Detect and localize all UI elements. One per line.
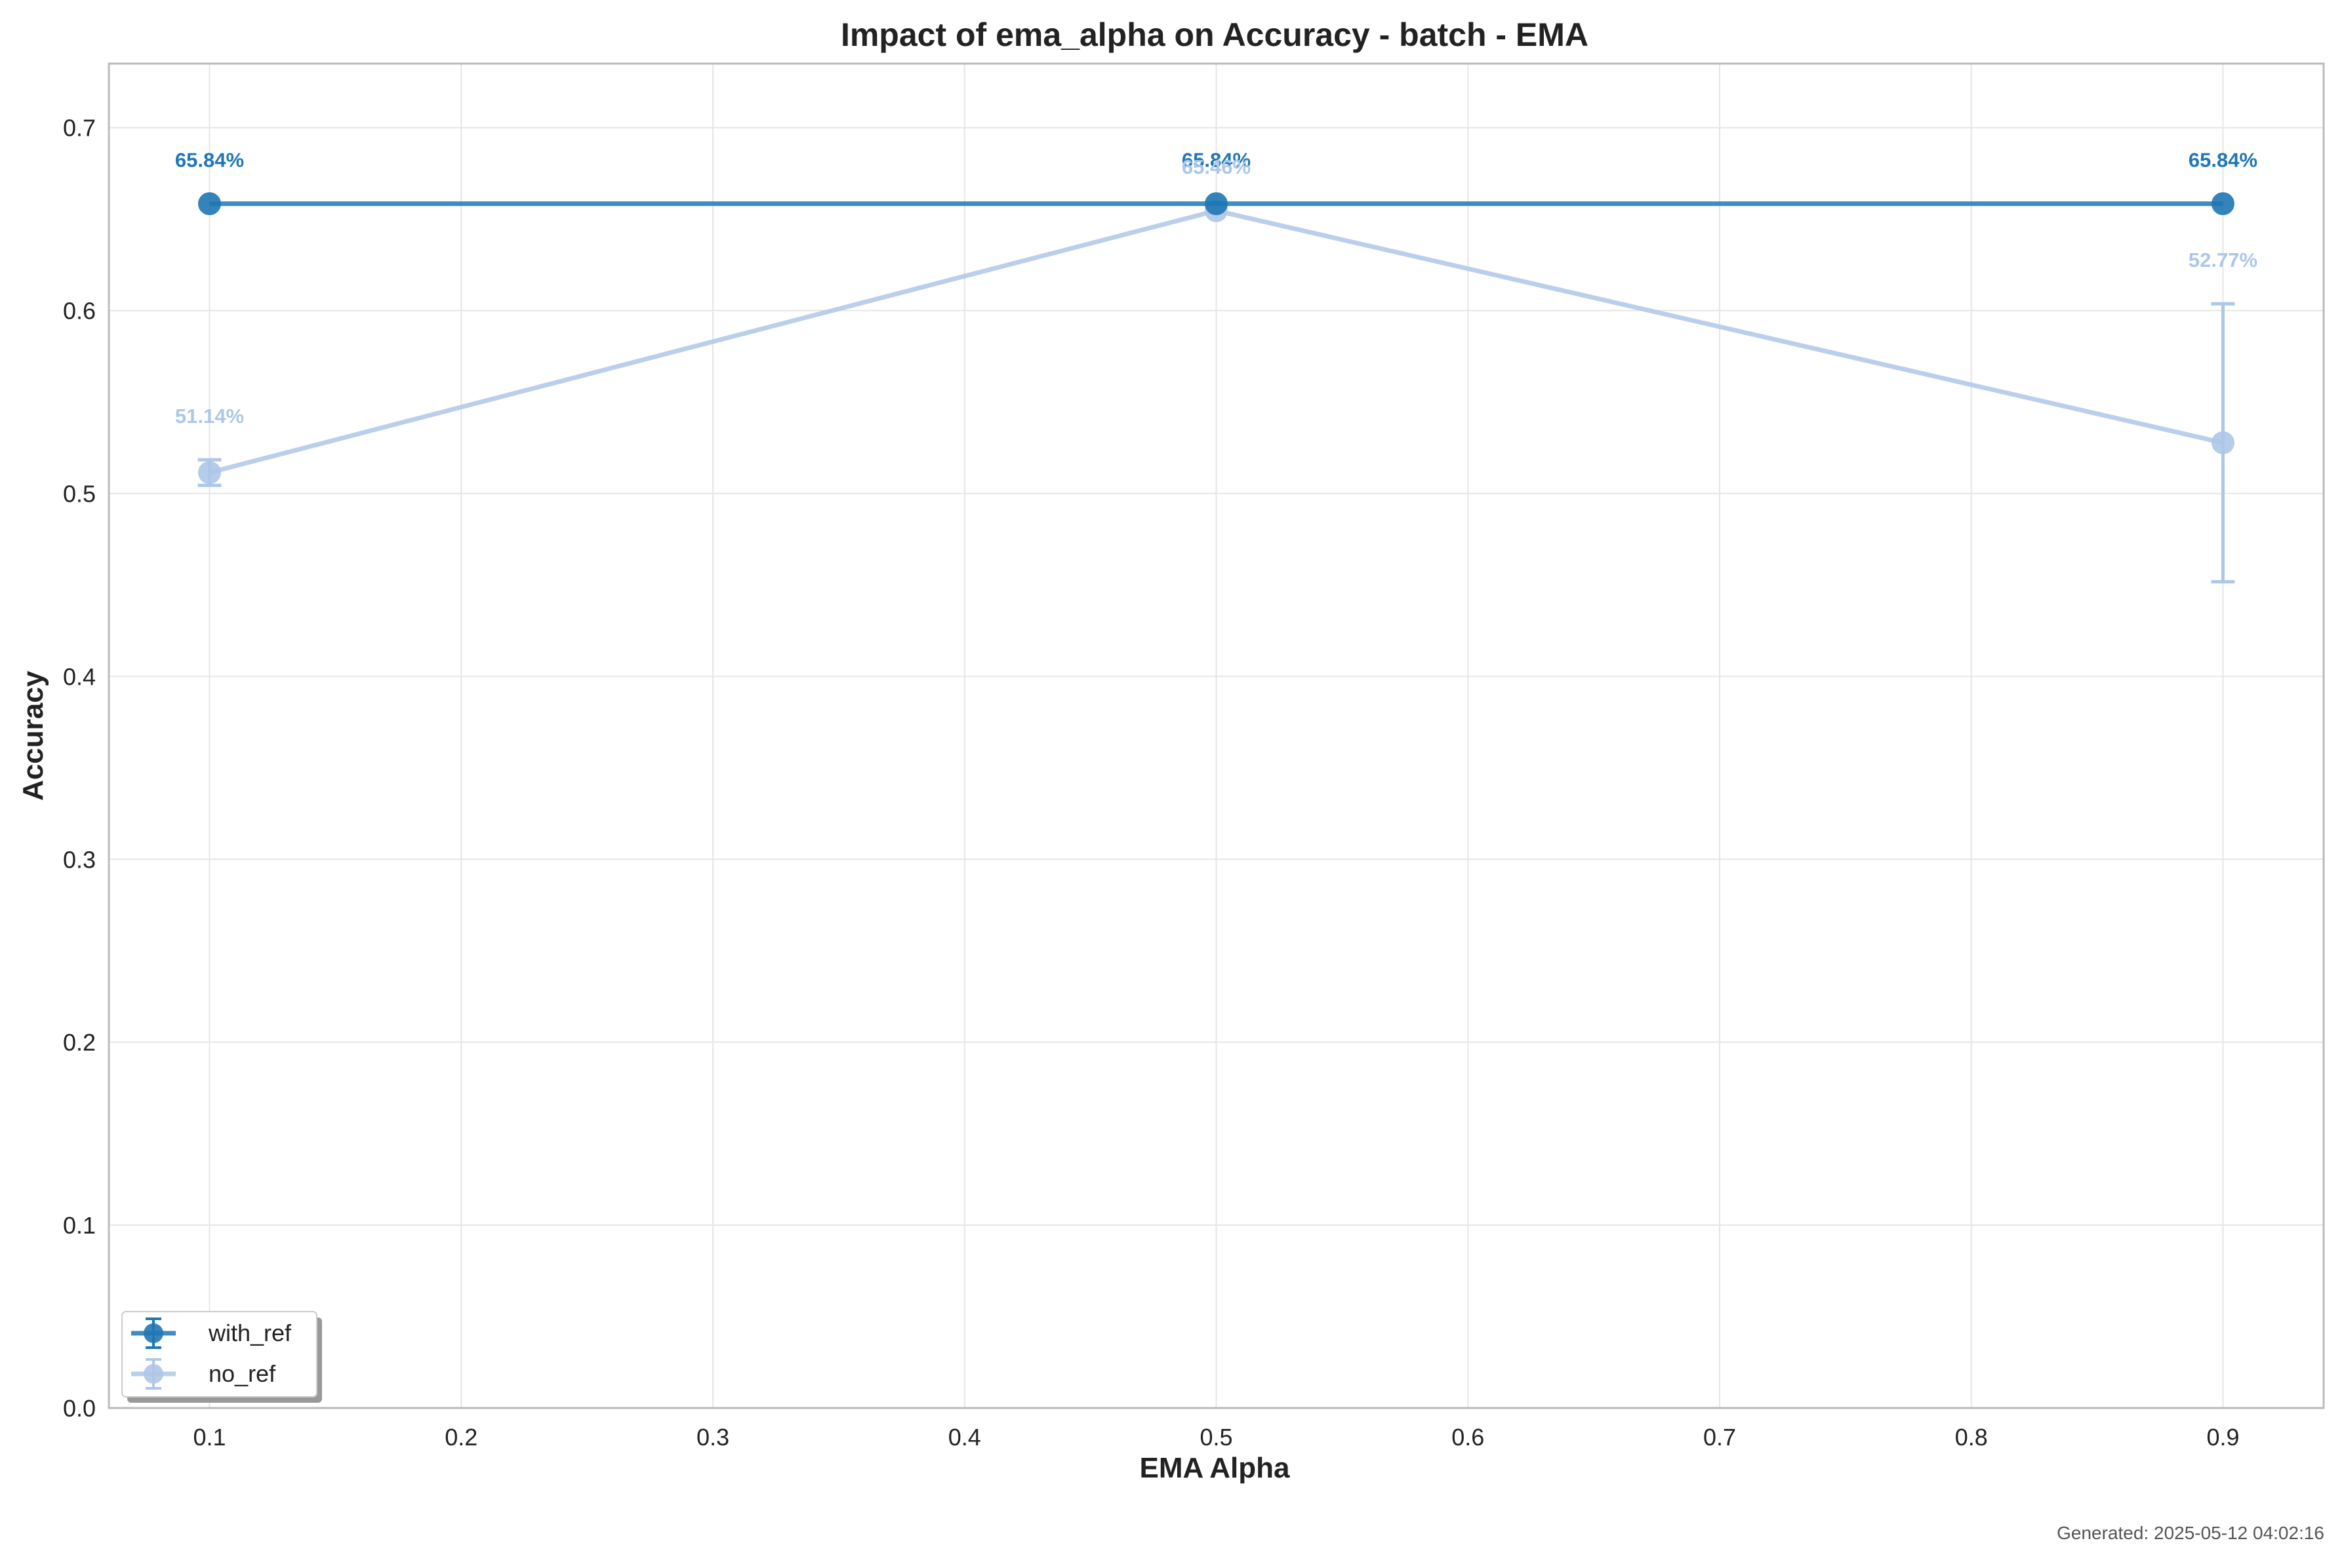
data-label: 65.84% [1182,149,1251,172]
legend-item-with_ref: with_ref [131,1317,292,1349]
y-tick-label: 0.6 [63,298,96,325]
y-tick-label: 0.3 [63,846,96,873]
x-tick-label: 0.4 [948,1424,981,1451]
grid [109,64,2324,1409]
legend-items: with_ref no_ref [131,1317,292,1390]
data-point [2211,431,2234,454]
x-tick-label: 0.5 [1200,1424,1232,1451]
data-label: 52.77% [2189,249,2257,271]
y-tick-label: 0.7 [63,115,96,142]
series-layer: 65.84% 65.84% 65.84% 51.14% 65.46% 52.77% [175,149,2257,584]
y-axis-label: Accuracy [17,670,49,801]
x-tick-label: 0.3 [697,1424,729,1451]
legend: with_ref no_ref [121,1311,322,1403]
generated-timestamp: Generated: 2025-05-12 04:02:16 [2057,1523,2324,1543]
data-label: 65.84% [175,149,244,172]
data-label: 51.14% [175,405,244,428]
y-tick-label: 0.2 [63,1029,96,1056]
y-tick-label: 0.5 [63,480,96,507]
x-tick-label: 0.9 [2206,1424,2239,1451]
y-tick-label: 0.4 [63,663,96,690]
x-tick-label: 0.2 [445,1424,477,1451]
plot-frame [108,62,2325,1409]
x-tick-label: 0.1 [193,1424,226,1451]
data-point [198,461,221,485]
x-tick-label: 0.6 [1451,1424,1484,1451]
legend-label: with_ref [208,1319,292,1346]
x-tick-labels: 0.1 0.2 0.3 0.4 0.5 0.6 0.7 0.8 0.9 [193,1424,2239,1451]
data-label: 65.46% [1182,155,1251,178]
data-point [1205,192,1228,216]
x-tick-label: 0.7 [1703,1424,1736,1451]
series-with_ref [198,192,2234,216]
data-point [2211,192,2234,216]
y-tick-labels: 0.0 0.1 0.2 0.3 0.4 0.5 0.6 0.7 [63,115,96,1422]
data-label: 65.84% [2189,149,2257,172]
x-tick-label: 0.8 [1955,1424,1988,1451]
chart-title: Impact of ema_alpha on Accuracy - batch … [841,16,1588,53]
legend-item-no_ref: no_ref [131,1358,276,1390]
legend-marker [144,1323,163,1343]
y-tick-label: 0.0 [63,1395,96,1422]
x-axis-label: EMA Alpha [1140,1452,1290,1484]
legend-label: no_ref [209,1360,276,1387]
y-tick-label: 0.1 [63,1212,96,1239]
legend-marker [144,1364,163,1384]
data-point [198,192,221,216]
